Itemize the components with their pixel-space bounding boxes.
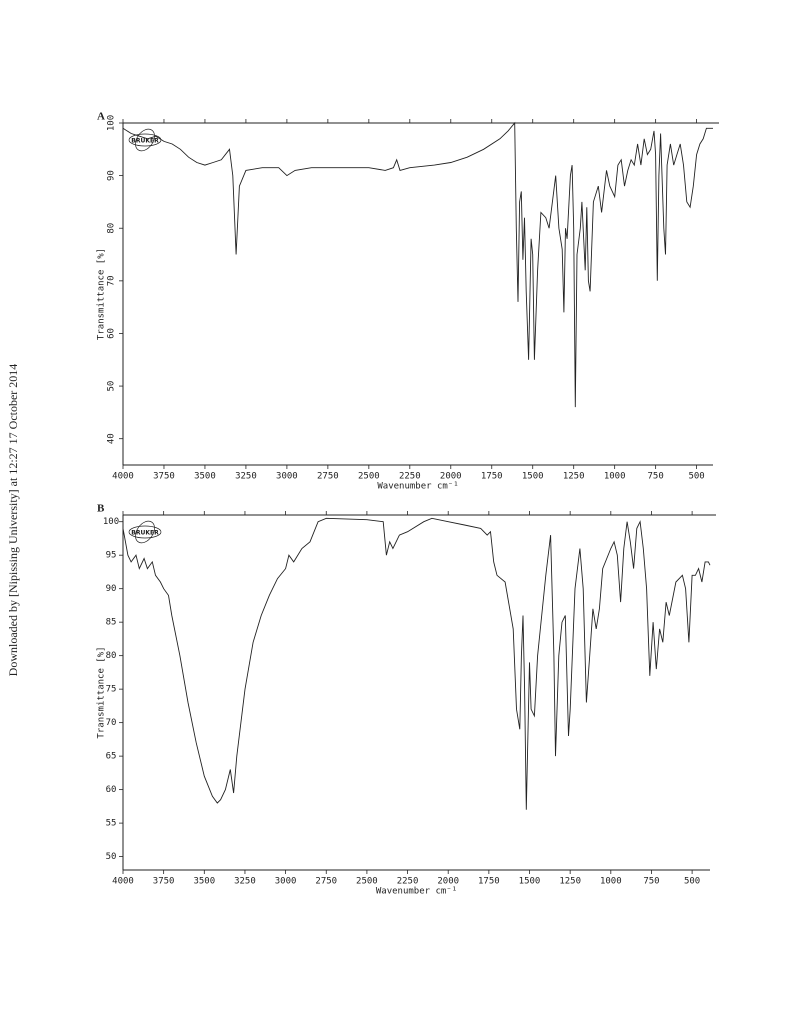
x-tick-label: 3000	[276, 472, 298, 482]
x-tick-label: 3500	[193, 877, 215, 887]
y-tick-label: 100	[103, 517, 119, 527]
y-axis-label: Transmittance [%]	[97, 248, 107, 340]
panel-label: A	[97, 111, 105, 123]
x-tick-label: 1000	[604, 472, 626, 482]
x-tick-label: 2000	[440, 472, 462, 482]
x-tick-label: 1250	[559, 877, 581, 887]
x-tick-label: 4000	[112, 472, 134, 482]
x-tick-label: 2000	[437, 877, 459, 887]
x-tick-label: 1500	[519, 877, 541, 887]
y-tick-label: 90	[106, 584, 117, 594]
y-tick-label: 60	[107, 328, 117, 339]
y-tick-label: 55	[106, 819, 117, 829]
x-tick-label: 2500	[356, 877, 378, 887]
x-axis-label: Wavenumber cm⁻¹	[376, 887, 457, 897]
y-tick-label: 100	[107, 115, 117, 131]
y-axis-label: Transmittance [%]	[97, 646, 107, 738]
x-tick-label: 1750	[478, 877, 500, 887]
x-tick-label: 2250	[399, 472, 421, 482]
x-tick-label: 1250	[563, 472, 585, 482]
download-note: Downloaded by [Nipissing University] at …	[6, 364, 20, 677]
x-tick-label: 1000	[600, 877, 622, 887]
x-tick-label: 1750	[481, 472, 503, 482]
logo-ring	[135, 128, 155, 152]
y-tick-label: 95	[106, 551, 117, 561]
x-tick-label: 3250	[235, 472, 257, 482]
x-tick-label: 750	[648, 472, 664, 482]
x-tick-label: 500	[684, 877, 700, 887]
x-tick-label: 2750	[315, 877, 337, 887]
x-tick-label: 4000	[112, 877, 134, 887]
x-tick-label: 750	[643, 877, 659, 887]
y-tick-label: 40	[107, 433, 117, 444]
x-tick-label: 1500	[522, 472, 544, 482]
logo-ring	[135, 520, 155, 544]
y-tick-label: 80	[107, 223, 117, 234]
x-tick-label: 500	[688, 472, 704, 482]
logo: BRUKER	[131, 530, 159, 537]
x-tick-label: 3500	[194, 472, 216, 482]
y-tick-label: 50	[107, 381, 117, 392]
x-tick-label: 2500	[358, 472, 380, 482]
logo: BRUKER	[131, 138, 159, 145]
y-tick-label: 90	[107, 170, 117, 181]
x-tick-label: 3000	[275, 877, 297, 887]
y-tick-label: 70	[106, 718, 117, 728]
x-tick-label: 2750	[317, 472, 339, 482]
x-axis-label: Wavenumber cm⁻¹	[377, 482, 458, 492]
logo-ring	[128, 525, 162, 539]
y-tick-label: 70	[107, 275, 117, 286]
x-tick-label: 2250	[397, 877, 419, 887]
spectrum	[122, 121, 713, 408]
y-tick-label: 85	[106, 618, 117, 628]
y-tick-label: 65	[106, 752, 117, 762]
y-tick-label: 50	[106, 852, 117, 862]
panel-label: B	[97, 503, 105, 515]
x-tick-label: 3750	[153, 877, 175, 887]
x-tick-label: 3750	[153, 472, 175, 482]
x-tick-label: 3250	[234, 877, 256, 887]
spectrum	[122, 517, 711, 810]
y-tick-label: 80	[106, 651, 117, 661]
y-tick-label: 60	[106, 785, 117, 795]
y-tick-label: 75	[106, 685, 117, 695]
